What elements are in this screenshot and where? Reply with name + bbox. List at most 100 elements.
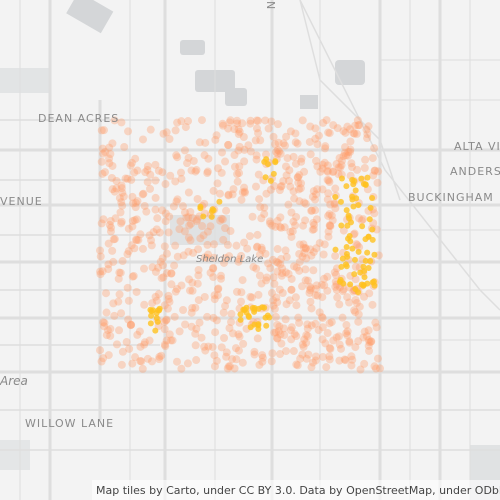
point: [291, 159, 300, 168]
point: [235, 142, 244, 151]
point: [197, 333, 206, 342]
point: [349, 196, 356, 203]
point: [124, 315, 133, 324]
point: [284, 200, 293, 209]
point: [329, 336, 338, 345]
point: [262, 273, 271, 282]
point: [272, 158, 279, 165]
point: [354, 121, 363, 130]
point: [273, 334, 282, 343]
point: [306, 122, 315, 131]
point: [184, 233, 193, 242]
point: [148, 263, 157, 272]
point: [341, 356, 350, 365]
point: [185, 275, 194, 284]
point: [303, 332, 312, 341]
point: [324, 227, 333, 236]
point: [126, 321, 135, 330]
point: [255, 360, 264, 369]
point: [225, 118, 234, 127]
point: [330, 200, 339, 209]
point: [247, 324, 254, 331]
point: [209, 240, 218, 249]
point: [367, 257, 374, 264]
point: [160, 301, 169, 310]
point: [201, 346, 210, 355]
point: [315, 308, 324, 317]
point: [335, 356, 344, 365]
point: [326, 200, 335, 209]
point: [267, 117, 276, 126]
point: [291, 138, 300, 147]
point: [345, 298, 354, 307]
point: [244, 141, 253, 150]
point: [104, 265, 113, 274]
point: [370, 144, 379, 153]
point: [161, 180, 170, 189]
point: [108, 139, 117, 148]
point: [154, 290, 163, 299]
point: [270, 181, 279, 190]
point: [140, 340, 149, 349]
point: [231, 344, 240, 353]
point: [339, 255, 346, 262]
point: [117, 309, 126, 318]
point: [139, 135, 148, 144]
point: [102, 308, 111, 317]
point: [124, 247, 133, 256]
point: [323, 272, 332, 281]
point: [107, 173, 116, 182]
point: [363, 130, 372, 139]
point: [281, 162, 290, 171]
point: [340, 355, 349, 364]
point: [292, 213, 301, 222]
point: [307, 363, 316, 372]
point: [292, 360, 301, 369]
point: [338, 222, 345, 229]
point: [147, 236, 156, 245]
point: [307, 251, 316, 260]
point: [254, 129, 263, 138]
point: [105, 220, 114, 229]
point: [224, 124, 233, 133]
point: [311, 284, 320, 293]
point: [128, 359, 137, 368]
point: [109, 235, 118, 244]
point: [187, 308, 196, 317]
point: [237, 316, 244, 323]
point: [300, 167, 309, 176]
point: [195, 138, 204, 147]
point: [272, 147, 281, 156]
point: [320, 240, 329, 249]
point: [98, 267, 107, 276]
point: [97, 126, 106, 135]
point: [308, 206, 317, 215]
point: [224, 191, 233, 200]
point: [249, 304, 256, 311]
point: [232, 116, 241, 125]
point: [188, 213, 197, 222]
point: [282, 347, 291, 356]
point: [318, 160, 327, 169]
point: [369, 279, 376, 286]
point: [177, 117, 186, 126]
point: [217, 343, 226, 352]
point: [200, 253, 209, 262]
point: [106, 331, 115, 340]
point: [118, 347, 127, 356]
point: [331, 184, 340, 193]
point: [297, 179, 306, 188]
point: [325, 319, 334, 328]
point: [126, 320, 135, 329]
point: [216, 216, 225, 225]
point: [273, 146, 282, 155]
point: [105, 154, 114, 163]
point: [218, 148, 227, 157]
point: [351, 271, 358, 278]
point: [117, 184, 126, 193]
point: [269, 296, 278, 305]
point: [336, 344, 345, 353]
point: [235, 255, 244, 264]
point: [273, 267, 282, 276]
